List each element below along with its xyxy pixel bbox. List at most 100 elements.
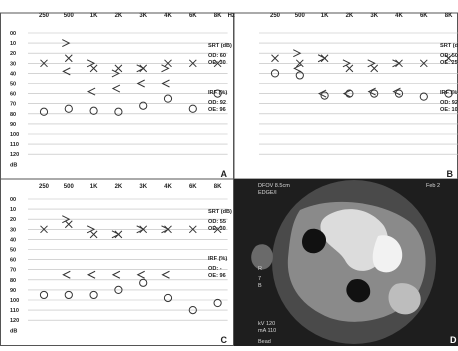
right-air-o-mark xyxy=(39,107,49,116)
right-bone-mark xyxy=(367,87,376,96)
freq-tick-label: 4K xyxy=(395,13,403,19)
irf-label: IRF (%) xyxy=(208,256,227,262)
db-tick-label: 80 xyxy=(10,112,16,118)
right-bone-mark xyxy=(392,87,401,96)
right-air-o-mark xyxy=(139,278,148,287)
irf-oe: OE: 96 xyxy=(208,273,226,279)
panel-c-letter: C xyxy=(221,335,228,345)
ct-side-label-1: R xyxy=(258,266,262,272)
ct-bottom-label-3: Bead xyxy=(258,339,271,345)
freq-tick-label: 2K xyxy=(115,13,123,19)
left-air-x-mark xyxy=(213,59,222,68)
right-air-o-mark xyxy=(394,89,404,98)
left-air-x-mark xyxy=(370,64,379,73)
panel-c-border xyxy=(0,178,234,346)
cochlea xyxy=(372,235,403,273)
freq-tick-label: 6K xyxy=(189,13,197,19)
ct-bottom-label-2: mA 110 xyxy=(258,328,276,334)
db-tick-label: 40 xyxy=(10,71,16,77)
left-air-x-mark xyxy=(444,54,453,63)
freq-tick-label: 250 xyxy=(39,13,50,19)
left-air-x-mark xyxy=(114,64,123,73)
freq-tick-label: 2K xyxy=(115,184,123,190)
right-air-o-mark xyxy=(114,107,123,116)
right-air-o-mark xyxy=(64,104,73,113)
right-bone-mark xyxy=(62,67,71,76)
left-bone-mark xyxy=(317,54,327,63)
db-tick-label: 30 xyxy=(10,227,16,233)
freq-tick-label: 1K xyxy=(321,13,329,19)
right-air-o-mark xyxy=(188,104,197,113)
panel-b-letter: B xyxy=(447,169,454,179)
panel-d-letter: D xyxy=(450,335,457,345)
db-tick-label: 50 xyxy=(10,82,16,88)
srt-od: OD: 50 xyxy=(440,53,458,59)
right-air-o-mark xyxy=(163,293,173,303)
db-tick-label: 50 xyxy=(10,248,16,254)
right-air-o-mark xyxy=(213,89,222,98)
right-air-o-mark xyxy=(114,285,123,294)
right-air-o-mark xyxy=(89,290,98,300)
srt-oe: OE: 30 xyxy=(208,226,226,232)
db-tick-label: 10 xyxy=(10,41,16,47)
freq-tick-label: 6K xyxy=(189,184,197,190)
freq-tick-label: 3K xyxy=(139,13,147,19)
ct-side-label-2: 7 xyxy=(258,276,261,282)
freq-tick-label: 500 xyxy=(64,13,75,19)
left-air-x-mark xyxy=(40,59,48,68)
db-tick-label: 110 xyxy=(10,308,19,314)
right-air-o-mark xyxy=(270,69,280,78)
db-tick-label: 110 xyxy=(10,142,19,148)
left-bone-mark xyxy=(367,59,376,68)
db-tick-label: 20 xyxy=(10,51,16,57)
left-air-x-mark xyxy=(419,59,428,68)
left-bone-mark xyxy=(111,230,121,239)
right-bone-mark xyxy=(161,270,170,279)
freq-tick-label: 8K xyxy=(214,184,222,190)
db-tick-label: 30 xyxy=(10,61,16,67)
left-air-x-mark xyxy=(64,54,73,63)
right-air-o-mark xyxy=(419,92,428,101)
db-tick-label: 10 xyxy=(10,207,16,213)
right-air-o-mark xyxy=(188,306,197,315)
freq-tick-label: 500 xyxy=(295,13,306,19)
ct-bottom-label-1: kV 120 xyxy=(258,321,275,327)
left-bone-mark xyxy=(161,64,170,73)
panel-a-letter: A xyxy=(221,169,228,179)
right-bone-mark xyxy=(317,89,327,98)
right-bone-mark xyxy=(136,270,145,279)
db-tick-label: 20 xyxy=(10,217,16,223)
srt-label: SRT (dB xyxy=(440,43,458,49)
ct-text-top-left-1: DFOV 8.5cm xyxy=(258,183,290,189)
freq-tick-label: 6K xyxy=(420,13,428,19)
irf-label: IRF (% xyxy=(440,90,457,96)
left-air-x-mark xyxy=(164,59,172,68)
freq-tick-label: 8K xyxy=(445,13,453,19)
right-bone-mark xyxy=(161,79,170,88)
irf-oe: OE: 96 xyxy=(208,107,226,113)
audiogram-panel-a: 00 10 20 30 40 50 60 70 80 90 100 110 120 dB 250 500 1K 2… xyxy=(10,13,235,179)
right-bone-mark xyxy=(136,79,145,88)
freq-tick-label: 8K xyxy=(214,13,222,19)
left-air-x-mark xyxy=(295,59,304,68)
hz-label: Hz xyxy=(228,13,235,19)
left-air-x-mark xyxy=(213,225,222,234)
audiogram-panel-c: 00 10 20 30 40 50 60 70 80 90 100 110 120 dB 250 500 1K 2… xyxy=(10,184,232,345)
left-air-x-mark xyxy=(89,230,98,239)
irf-od: OD: 92 xyxy=(208,100,226,106)
db-tick-label: 70 xyxy=(10,102,16,108)
srt-label: SRT (dB) xyxy=(208,43,232,49)
freq-tick-label: 2K xyxy=(346,13,354,19)
irf-oe: OE: 10 xyxy=(440,107,458,113)
right-air-o-mark xyxy=(320,91,329,100)
right-air-o-mark xyxy=(213,298,222,308)
right-air-o-mark xyxy=(295,71,304,80)
left-bone-mark xyxy=(111,69,121,78)
db-tick-label: 60 xyxy=(10,92,16,98)
db-tick-label: 60 xyxy=(10,258,16,264)
srt-od: OD: 60 xyxy=(208,53,226,59)
irf-od: OD: 92 xyxy=(440,100,458,106)
